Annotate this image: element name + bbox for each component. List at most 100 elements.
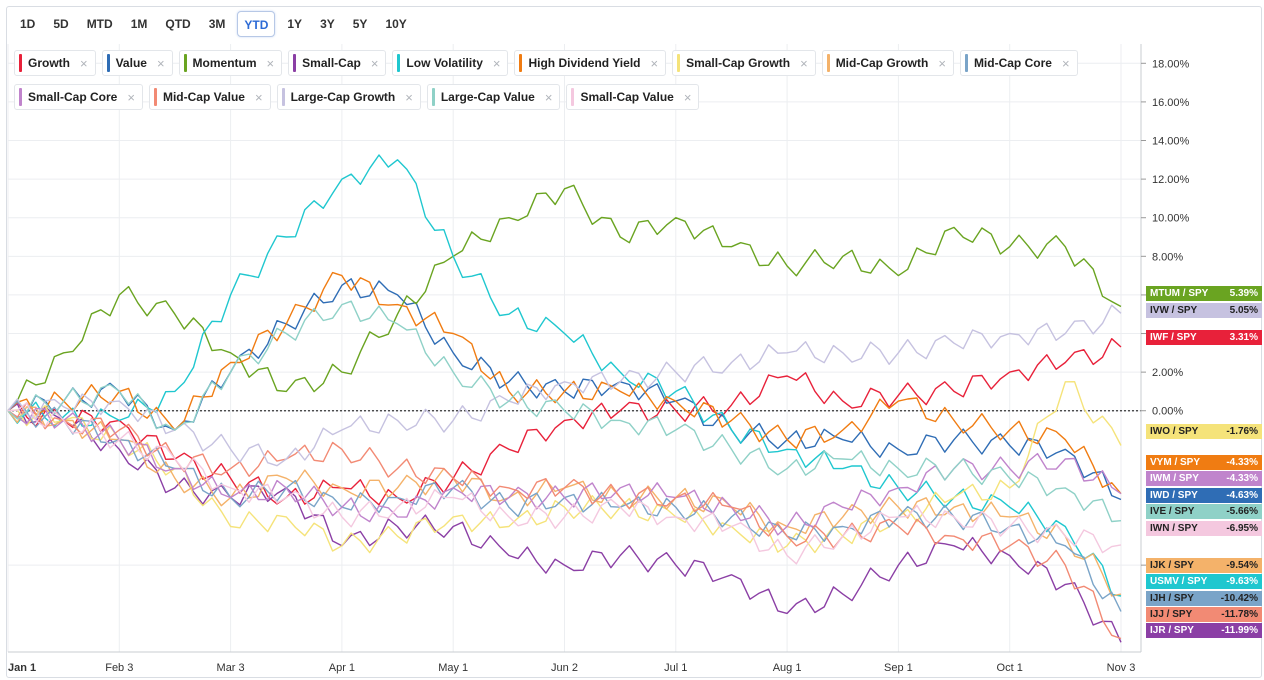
y-tick-label: 12.00% [1152, 174, 1190, 186]
legend-color-swatch [153, 88, 157, 106]
legend-chip-mid-cap-core[interactable]: Mid-Cap Core × [959, 50, 1078, 76]
value-tag-label: USMV / SPY [1150, 576, 1208, 587]
value-tag-value: -11.99% [1221, 625, 1258, 636]
legend-color-swatch [183, 54, 187, 72]
value-tag: IJH / SPY -10.42% [1146, 591, 1262, 606]
x-tick-label: Sep 1 [884, 662, 913, 674]
value-tag-value: -5.66% [1226, 506, 1258, 517]
legend-chip-mid-cap-value[interactable]: Mid-Cap Value × [148, 84, 271, 110]
legend-label: Mid-Cap Core [973, 56, 1052, 70]
value-tag: IJR / SPY -11.99% [1146, 623, 1262, 638]
series-line-momentum [7, 184, 1122, 412]
close-icon[interactable]: × [405, 89, 413, 105]
y-tick-label: 0.00% [1152, 406, 1183, 418]
value-tag: IVW / SPY 5.05% [1146, 303, 1262, 318]
legend-label: Low Volatility [406, 56, 483, 70]
legend-label: Small-Cap Core [28, 90, 118, 104]
value-tag: IWN / SPY -6.95% [1146, 521, 1262, 536]
range-button-mtd[interactable]: MTD [86, 17, 113, 31]
value-tag: VYM / SPY -4.33% [1146, 455, 1262, 470]
x-tick-label: Nov 3 [1107, 662, 1136, 674]
legend-chip-small-cap-value[interactable]: Small-Cap Value × [566, 84, 700, 110]
close-icon[interactable]: × [650, 55, 659, 71]
legend-chip-small-cap[interactable]: Small-Cap × [288, 50, 387, 76]
legend-chip-mid-cap-growth[interactable]: Mid-Cap Growth × [821, 50, 954, 76]
value-tag-label: IWM / SPY [1150, 473, 1199, 484]
close-icon[interactable]: × [254, 89, 263, 105]
x-tick-label: Apr 1 [329, 662, 355, 674]
series-line-small-cap-growth [7, 381, 1122, 554]
legend-label: Mid-Cap Value [162, 90, 245, 104]
value-tag: IWF / SPY 3.31% [1146, 330, 1262, 345]
legend-chip-low-volatility[interactable]: Low Volatility × [392, 50, 509, 76]
legend-chip-growth[interactable]: Growth × [14, 50, 96, 76]
value-tag: USMV / SPY -9.63% [1146, 574, 1262, 589]
value-tag: IWO / SPY -1.76% [1146, 424, 1262, 439]
legend-color-swatch [677, 54, 681, 72]
range-button-1d[interactable]: 1D [20, 17, 36, 31]
series-line-small-cap [7, 403, 1122, 643]
range-button-5y[interactable]: 5Y [352, 17, 368, 31]
close-icon[interactable]: × [370, 55, 379, 71]
y-tick-label: 14.00% [1152, 136, 1190, 148]
close-icon[interactable]: × [544, 89, 553, 105]
range-button-qtd[interactable]: QTD [165, 17, 191, 31]
value-tag-label: IJJ / SPY [1150, 609, 1193, 620]
x-tick-label: Mar 3 [217, 662, 245, 674]
close-icon[interactable]: × [266, 55, 275, 71]
value-tag: IWD / SPY -4.63% [1146, 488, 1262, 503]
close-icon[interactable]: × [156, 55, 165, 71]
x-tick-label: Jun 2 [551, 662, 578, 674]
y-tick-label: 2.00% [1152, 367, 1183, 379]
legend-label: Large-Cap Growth [290, 90, 396, 104]
close-icon[interactable]: × [938, 55, 946, 71]
legend-chip-large-cap-growth[interactable]: Large-Cap Growth × [276, 84, 421, 110]
range-button-5d[interactable]: 5D [53, 17, 69, 31]
close-icon[interactable]: × [800, 55, 808, 71]
range-button-10y[interactable]: 10Y [385, 17, 407, 31]
x-tick-label: Jul 1 [664, 662, 687, 674]
legend-chip-high-dividend-yield[interactable]: High Dividend Yield × [514, 50, 667, 76]
value-tag-label: IWF / SPY [1150, 332, 1197, 343]
value-tag-label: IWD / SPY [1150, 490, 1198, 501]
series-line-large-cap-growth [7, 304, 1122, 467]
series-lines [7, 154, 1122, 643]
x-axis-tick-labels: Jan 1 Feb 3 Mar 3 Apr 1 May 1 Jun 2 Jul 1 Aug 1… [8, 662, 1135, 674]
range-button-3m[interactable]: 3M [208, 17, 226, 31]
value-tag: IVE / SPY -5.66% [1146, 504, 1262, 519]
legend-label: Mid-Cap Growth [835, 56, 929, 70]
range-button-1m[interactable]: 1M [130, 17, 148, 31]
y-gridlines [8, 62, 1141, 566]
legend-chip-value[interactable]: Value × [101, 50, 173, 76]
series-line-mid-cap-value [7, 402, 1122, 640]
close-icon[interactable]: × [683, 89, 692, 105]
range-button-ytd[interactable]: YTD [237, 11, 276, 37]
value-tag-value: -10.42% [1220, 593, 1258, 604]
range-button-1y[interactable]: 1Y [287, 17, 303, 31]
value-tag: IWM / SPY -4.33% [1146, 471, 1262, 486]
legend-chip-small-cap-growth[interactable]: Small-Cap Growth × [672, 50, 816, 76]
legend-chip-large-cap-value[interactable]: Large-Cap Value × [426, 84, 561, 110]
legend-color-swatch [431, 88, 435, 106]
value-tag-value: 3.31% [1229, 332, 1258, 343]
legend-chip-momentum[interactable]: Momentum × [178, 50, 283, 76]
legend-label: Value [115, 56, 147, 70]
value-tag: IJK / SPY -9.54% [1146, 558, 1262, 573]
close-icon[interactable]: × [127, 89, 135, 105]
value-tag: MTUM / SPY 5.39% [1146, 286, 1262, 301]
value-tag-value: -6.95% [1226, 523, 1258, 534]
close-icon[interactable]: × [1061, 55, 1070, 71]
legend-chip-small-cap-core[interactable]: Small-Cap Core × [14, 84, 143, 110]
close-icon[interactable]: × [80, 55, 88, 71]
legend-color-swatch [397, 54, 401, 72]
y-tick-label: 18.00% [1152, 58, 1190, 70]
y-tick-label: 10.00% [1152, 213, 1190, 225]
range-button-3y[interactable]: 3Y [320, 17, 335, 31]
legend-color-swatch [571, 88, 575, 106]
x-gridlines [7, 44, 1122, 652]
chart-frame [6, 6, 1262, 678]
series-line-small-cap-value [7, 402, 1122, 565]
x-tick-label: Feb 3 [105, 662, 133, 674]
legend-color-swatch [106, 54, 110, 72]
close-icon[interactable]: × [492, 55, 501, 71]
